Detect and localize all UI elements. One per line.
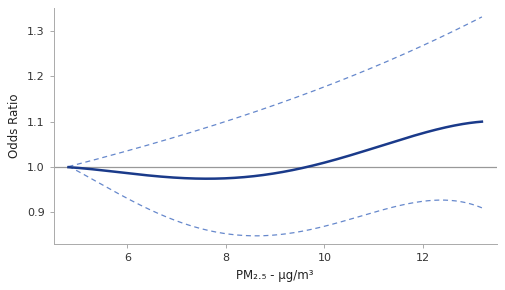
X-axis label: PM₂.₅ - µg/m³: PM₂.₅ - µg/m³ (236, 269, 314, 282)
Y-axis label: Odds Ratio: Odds Ratio (9, 94, 21, 158)
